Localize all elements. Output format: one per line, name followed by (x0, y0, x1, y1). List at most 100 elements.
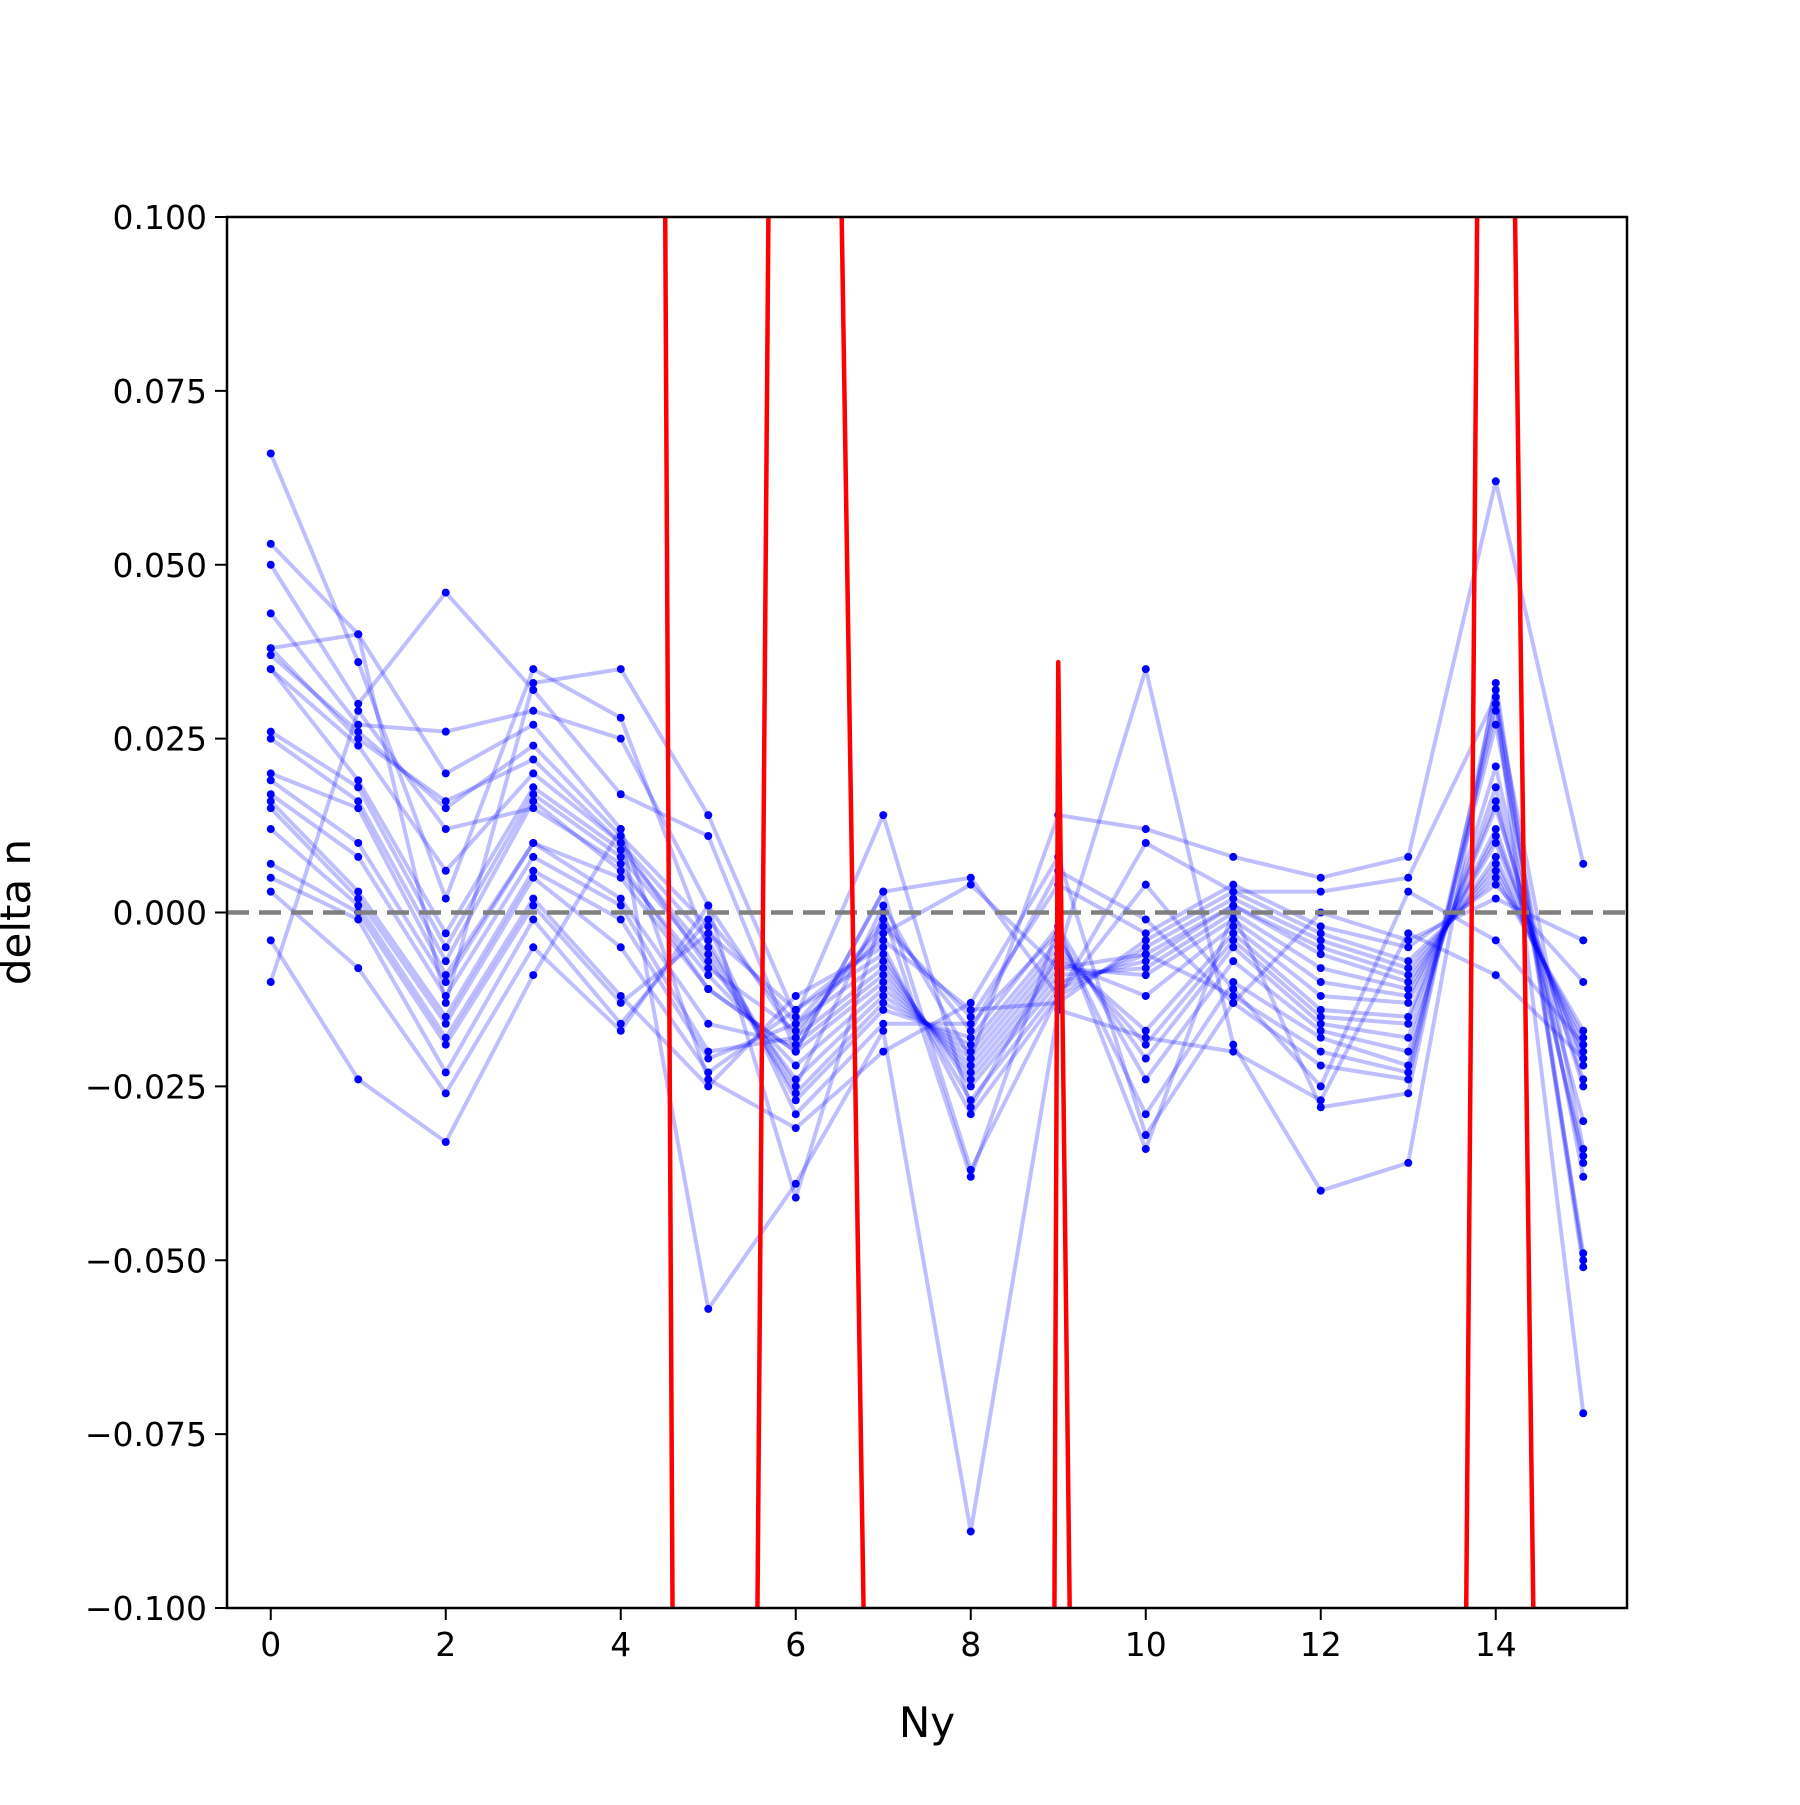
ensemble-point-16-4 (616, 991, 625, 1000)
ensemble-point-2-8 (966, 1103, 975, 1112)
ensemble-point-13-1 (354, 852, 363, 861)
ensemble-point-5-12 (1316, 1061, 1325, 1070)
ensemble-point-17-0 (266, 859, 275, 868)
ensemble-point-7-5 (704, 936, 713, 945)
y-tick-label-4: 0.000 (113, 894, 207, 933)
ensemble-point-2-0 (266, 539, 275, 548)
ensemble-point-7-15 (1579, 1158, 1588, 1167)
ensemble-line-16 (269, 827, 1586, 1117)
ensemble-point-14-12 (1316, 950, 1325, 959)
ensemble-point-3-0 (266, 560, 275, 569)
ensemble-point-20-5 (704, 1304, 713, 1313)
ensemble-point-19-14 (1491, 894, 1500, 903)
ensemble-point-16-8 (966, 1110, 975, 1119)
ensemble-point-5-8 (966, 998, 975, 1007)
ensemble-line-3 (269, 563, 1586, 1414)
ensemble-point-20-13 (1404, 929, 1413, 938)
ensemble-point-10-0 (266, 734, 275, 743)
ensemble-point-18-5 (704, 915, 713, 924)
ensemble-point-10-7 (879, 985, 888, 994)
ensemble-point-17-4 (616, 998, 625, 1007)
ensemble-point-14-3 (529, 866, 538, 875)
ensemble-point-20-2 (441, 1138, 450, 1147)
ensemble-point-21-11 (1229, 985, 1238, 994)
ensemble-point-12-0 (266, 776, 275, 785)
ensemble-point-1-6 (791, 1082, 800, 1091)
ensemble-point-6-11 (1229, 978, 1238, 987)
ensemble-point-16-14 (1491, 866, 1500, 875)
ensemble-point-11-12 (1316, 991, 1325, 1000)
ensemble-point-4-10 (1141, 1144, 1150, 1153)
ensemble-line-10 (269, 736, 1586, 1087)
ensemble-point-7-6 (791, 1096, 800, 1105)
ensemble-point-14-5 (704, 1054, 713, 1063)
ensemble-point-10-4 (616, 866, 625, 875)
ensemble-point-13-4 (616, 901, 625, 910)
x-tick-label-0: 0 (260, 1625, 281, 1664)
ensemble-point-5-6 (791, 1124, 800, 1133)
ensemble-point-12-14 (1491, 831, 1500, 840)
ensemble-point-3-13 (1404, 873, 1413, 882)
y-tick-label-0: −0.100 (85, 1589, 207, 1628)
ensemble-point-9-1 (354, 783, 363, 792)
ensemble-point-20-15 (1579, 1054, 1588, 1063)
x-tick-label-8: 8 (960, 1625, 981, 1664)
ensemble-point-8-7 (879, 998, 888, 1007)
ensemble-point-7-12 (1316, 1026, 1325, 1035)
ensemble-point-12-8 (966, 1068, 975, 1077)
ensemble-point-9-6 (791, 1075, 800, 1084)
ensemble-point-16-5 (704, 1082, 713, 1091)
ensemble-point-1-0 (266, 449, 275, 458)
ensemble-point-20-6 (791, 1179, 800, 1188)
ensemble-point-18-2 (441, 1068, 450, 1077)
ensemble-point-11-13 (1404, 998, 1413, 1007)
ensemble-point-18-4 (616, 1019, 625, 1028)
plot-area (227, 217, 1627, 1608)
ensemble-point-22-1 (354, 734, 363, 743)
ensemble-point-18-12 (1316, 922, 1325, 931)
ensemble-point-15-8 (966, 1096, 975, 1105)
ensemble-point-12-12 (1316, 978, 1325, 987)
ensemble-point-14-4 (616, 915, 625, 924)
ensemble-point-8-3 (529, 783, 538, 792)
ensemble-point-15-2 (441, 1019, 450, 1028)
ensemble-point-1-11 (1229, 852, 1238, 861)
ensemble-point-2-4 (616, 665, 625, 674)
ensemble-point-17-2 (441, 1040, 450, 1049)
ensemble-point-10-12 (1316, 1005, 1325, 1014)
ensemble-point-3-10 (1141, 838, 1150, 847)
ensemble-line-17 (269, 862, 1585, 1047)
ensemble-point-8-5 (704, 950, 713, 959)
ensemble-point-19-3 (529, 943, 538, 952)
ensemble-point-17-3 (529, 901, 538, 910)
y-tick-label-5: 0.025 (113, 720, 207, 759)
ensemble-point-16-15 (1579, 1033, 1588, 1042)
ensemble-point-8-6 (791, 1089, 800, 1098)
ensemble-point-9-13 (1404, 1019, 1413, 1028)
ensemble-point-12-2 (441, 978, 450, 987)
ensemble-point-20-14 (1491, 971, 1500, 980)
ensemble-point-12-7 (879, 971, 888, 980)
ensemble-point-1-5 (704, 943, 713, 952)
ensemble-point-4-13 (1404, 1089, 1413, 1098)
ensemble-point-9-5 (704, 957, 713, 966)
ensemble-line-14 (269, 799, 1586, 1089)
ensemble-point-8-12 (1316, 1019, 1325, 1028)
ensemble-point-4-14 (1491, 685, 1500, 694)
ensemble-point-21-2 (441, 825, 450, 834)
ensemble-point-6-12 (1316, 1033, 1325, 1042)
ensemble-point-7-3 (529, 769, 538, 778)
ensemble-point-9-7 (879, 991, 888, 1000)
ensemble-point-17-15 (1579, 1026, 1588, 1035)
ensemble-point-13-13 (1404, 985, 1413, 994)
ensemble-point-21-12 (1316, 1082, 1325, 1091)
ensemble-point-1-3 (529, 665, 538, 674)
ensemble-point-22-11 (1229, 991, 1238, 1000)
ensemble-point-19-7 (879, 915, 888, 924)
ensemble-point-8-0 (266, 665, 275, 674)
ensemble-point-17-12 (1316, 929, 1325, 938)
ensemble-point-20-1 (354, 1075, 363, 1084)
ensemble-point-21-13 (1404, 887, 1413, 896)
